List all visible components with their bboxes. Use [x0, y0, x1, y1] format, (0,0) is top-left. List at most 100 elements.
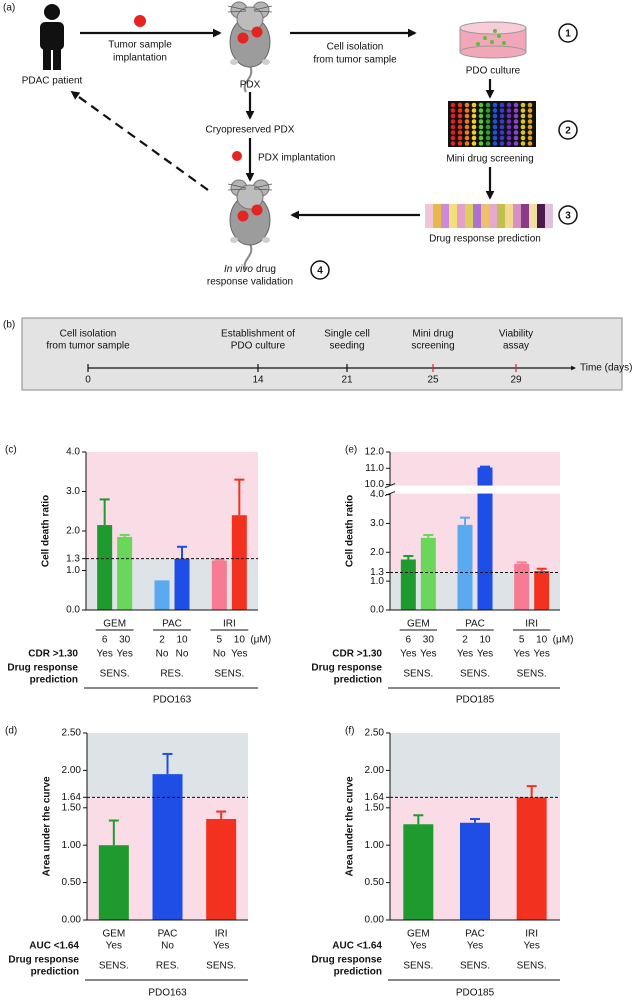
- y-tick-label: 1.50: [365, 802, 385, 813]
- well: [464, 141, 470, 146]
- y-tick-label: 3.0: [66, 486, 80, 497]
- well: [457, 119, 463, 124]
- heat-cell: [497, 204, 505, 228]
- prediction: SENS.: [460, 961, 490, 972]
- event-label: assay: [503, 341, 529, 352]
- criterion-label: CDR >1.30: [28, 649, 78, 660]
- criterion: Yes: [97, 649, 113, 660]
- y-tick-label: 0.50: [62, 877, 82, 888]
- bar: [516, 797, 547, 920]
- criterion: No: [176, 649, 189, 660]
- well: [520, 108, 526, 113]
- prediction-label: Drug response: [8, 955, 79, 966]
- y-tick-label: 1.0: [370, 576, 384, 587]
- well: [485, 108, 491, 113]
- y-tick-label: 2.0: [66, 526, 80, 537]
- criterion: Yes: [514, 649, 530, 660]
- y-axis-label: Cell death ratio: [345, 495, 356, 567]
- group-label: IRI: [223, 619, 236, 630]
- criterion: Yes: [106, 941, 122, 952]
- y-tick-label: 0.00: [62, 915, 82, 926]
- well: [450, 102, 456, 108]
- well: [520, 141, 526, 146]
- well: [513, 130, 519, 135]
- well: [471, 135, 477, 141]
- step-number: 4: [317, 266, 323, 277]
- step-circle: [310, 260, 330, 280]
- well: [527, 135, 533, 141]
- bar: [514, 563, 530, 610]
- well: [485, 124, 491, 130]
- event-day: 25: [427, 375, 439, 386]
- panel-label: (b): [3, 320, 15, 331]
- well: [450, 135, 456, 141]
- well: [457, 113, 463, 119]
- criterion: Yes: [457, 649, 473, 660]
- y-tick-label: 0.0: [66, 605, 80, 616]
- criterion: No: [156, 649, 169, 660]
- well: [457, 141, 463, 146]
- criterion: Yes: [117, 649, 133, 660]
- criterion: Yes: [467, 941, 483, 952]
- well: [492, 130, 498, 135]
- panel-label: (e): [345, 445, 357, 456]
- bar: [534, 571, 550, 610]
- region-below: [86, 558, 258, 610]
- bar: [403, 824, 434, 920]
- well: [499, 124, 505, 130]
- well: [471, 119, 477, 124]
- event-label: PDO culture: [231, 341, 286, 352]
- well: [499, 102, 505, 108]
- well: [464, 124, 470, 130]
- criterion: Yes: [231, 649, 247, 660]
- step-label: Cell isolation: [327, 42, 384, 53]
- well: [478, 141, 484, 146]
- dose: 10: [176, 635, 188, 646]
- well: [485, 141, 491, 146]
- pdo-label: PDO culture: [466, 66, 521, 77]
- criterion: Yes: [534, 649, 550, 660]
- dose: 2: [462, 635, 468, 646]
- sample-label: PDO185: [456, 988, 495, 999]
- event-day: 21: [341, 375, 353, 386]
- group-label: GEM: [407, 619, 430, 630]
- prediction-label: Drug response: [7, 663, 78, 674]
- step-label: implantation: [113, 53, 167, 64]
- pdx-mouse: [227, 1, 273, 93]
- well: [485, 113, 491, 119]
- dose-unit: (μM): [553, 635, 574, 646]
- well: [450, 141, 456, 146]
- well: [513, 113, 519, 119]
- prediction: SENS.: [100, 669, 130, 680]
- event-label: Single cell: [324, 329, 370, 340]
- prediction-label: prediction: [334, 967, 382, 978]
- group-label: PAC: [465, 929, 485, 940]
- step-label: Cryopreserved PDX: [206, 125, 295, 136]
- well: [527, 102, 533, 108]
- y-tick-label: 4.0: [370, 489, 384, 500]
- patient-icon: [40, 4, 64, 70]
- well: [457, 102, 463, 108]
- well: [464, 119, 470, 124]
- sample-label: PDO185: [456, 695, 495, 706]
- well: [478, 102, 484, 108]
- heat-cell: [465, 204, 473, 228]
- well: [478, 108, 484, 113]
- step-label: Tumor sample: [108, 40, 172, 51]
- prediction: RES.: [160, 669, 183, 680]
- region-above: [390, 452, 560, 573]
- well: [464, 130, 470, 135]
- group-label: IRI: [215, 929, 228, 940]
- bar: [477, 467, 493, 610]
- well: [499, 108, 505, 113]
- well: [520, 130, 526, 135]
- y-axis-label: Area under the curve: [42, 776, 53, 876]
- bar: [152, 774, 183, 920]
- prediction: SENS.: [214, 669, 244, 680]
- well: [527, 130, 533, 135]
- bar: [174, 558, 190, 610]
- well: [450, 119, 456, 124]
- y-axis-label: Cell death ratio: [41, 495, 52, 567]
- criterion: No: [161, 941, 174, 952]
- bar: [154, 580, 170, 610]
